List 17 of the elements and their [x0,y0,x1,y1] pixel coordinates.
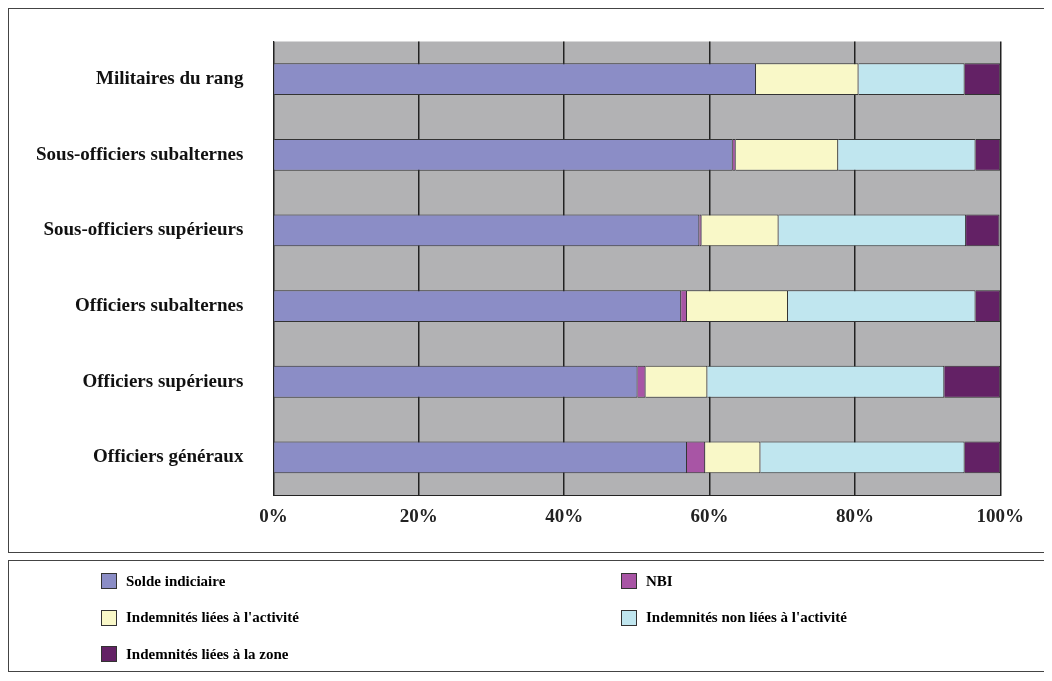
x-tick-label: 60% [690,504,729,526]
legend-label: Indemnités non liées à l'activité [646,609,847,627]
x-tick-label: 40% [545,504,584,526]
y-tick-label: Officiers généraux [93,445,244,467]
y-tick-label: Militaires du rang [95,67,244,89]
legend-label: Indemnités liées à la zone [126,645,289,663]
x-tick-label: 80% [835,504,874,526]
y-tick-label: Officiers supérieurs [82,369,244,391]
y-tick-label: Sous-officiers supérieurs [43,218,244,240]
legend-label: Indemnités liées à l'activité [126,609,299,627]
legend-label: Solde indiciaire [126,572,226,590]
y-tick-label: Sous-officiers subalternes [36,142,244,164]
legend-label: NBI [646,572,673,590]
y-tick-label: Officiers subalternes [75,294,244,316]
x-tick-label: 20% [399,504,438,526]
x-tick-label: 0% [259,504,288,526]
x-tick-label: 100% [976,504,1024,526]
